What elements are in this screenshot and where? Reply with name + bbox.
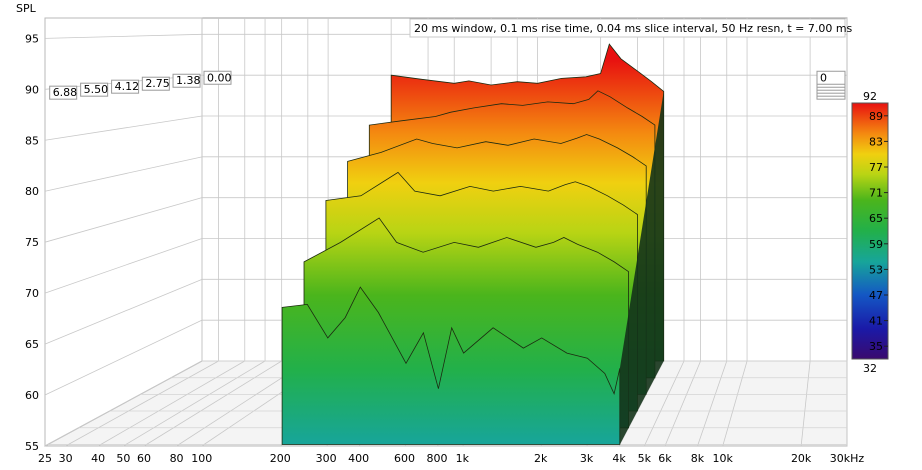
x-tick-label: 2k <box>534 452 548 465</box>
chart-title-box: 20 ms window, 0.1 ms rise time, 0.04 ms … <box>409 18 853 38</box>
surface-end-face <box>619 91 664 445</box>
y-tick-label: 90 <box>25 83 39 96</box>
waterfall-surface <box>281 43 665 445</box>
y-tick-label: 85 <box>25 134 39 147</box>
time-label-left-text: 6.88 <box>53 86 78 99</box>
x-tick-label: 20k <box>791 452 812 465</box>
time-label-left-text: 1.38 <box>176 74 201 87</box>
y-tick-label: 55 <box>25 440 39 453</box>
y-tick-label: 60 <box>25 389 39 402</box>
gridline-y <box>44 33 203 39</box>
y-tick-label: 75 <box>25 236 39 249</box>
gridline-y <box>44 278 203 345</box>
colorbar-tick-label: 59 <box>869 238 883 251</box>
chart-title: 20 ms window, 0.1 ms rise time, 0.04 ms … <box>414 22 853 35</box>
colorbar-top-label: 92 <box>863 90 877 103</box>
time-label-right-text: 0 <box>820 71 827 84</box>
time-label-right: 0 <box>816 70 846 85</box>
x-tick-label: 40 <box>91 452 105 465</box>
x-tick-label: 25 <box>38 452 52 465</box>
x-tick-label: 6k <box>658 452 672 465</box>
gridline-x-floor <box>143 360 282 447</box>
gridline-y <box>44 238 203 294</box>
gridline-x-floor <box>722 360 748 447</box>
time-axis-labels: 6.885.504.122.751.380.006.885.504.122.75… <box>49 70 846 100</box>
gridline-x-floor <box>643 360 685 447</box>
x-tick-label: 30 <box>59 452 73 465</box>
colorbar-tick-label: 47 <box>869 289 883 302</box>
gridline-x-floor <box>664 360 701 447</box>
x-tick-label: 400 <box>348 452 369 465</box>
time-label-left: 0.00 <box>203 70 232 85</box>
x-tick-label: 200 <box>270 452 291 465</box>
gridline-y <box>44 156 203 192</box>
gridline-x-floor <box>97 360 245 447</box>
time-label-left: 1.38 <box>172 73 201 88</box>
time-label-left: 5.50 <box>80 82 109 97</box>
colorbar-tick-label: 41 <box>869 315 883 328</box>
y-tick-labels: 55 60 65 70 75 80 85 90 95 <box>25 32 39 453</box>
waterfall-slice <box>281 286 621 445</box>
gridline-x-floor <box>44 360 203 447</box>
x-tick-label: 60 <box>137 452 151 465</box>
y-tick-label: 80 <box>25 185 39 198</box>
y-axis-label: SPL <box>16 2 37 15</box>
x-tick-label: 800 <box>427 452 448 465</box>
gridline-y <box>44 319 203 396</box>
x-tick-labels: 25 30 40 50 60 80 100 200 300 400 600 800 1k 2k 3k 4k 5k… <box>38 452 864 465</box>
x-tick-label: 3k <box>580 452 594 465</box>
colorbar-tick-label: 83 <box>869 135 883 148</box>
gridline-y <box>44 115 203 141</box>
gridline-y <box>44 197 203 243</box>
x-tick-label: 80 <box>170 452 184 465</box>
x-tick-label: 50 <box>116 452 130 465</box>
gridline-x-floor <box>65 360 219 447</box>
colorbar-bottom-label: 32 <box>863 362 877 375</box>
time-label-left: 6.88 <box>49 85 78 100</box>
colorbar-tick-label: 77 <box>869 161 883 174</box>
time-label-left-text: 0.00 <box>207 71 232 84</box>
colorbar-scale <box>851 102 889 360</box>
x-tick-label: 10k <box>713 452 734 465</box>
time-label-left: 2.75 <box>141 76 170 91</box>
gridline-x-floor <box>800 360 811 447</box>
colorbar-tick-label: 53 <box>869 263 883 276</box>
x-tick-label: 600 <box>394 452 415 465</box>
gridline-x-floor <box>123 360 266 447</box>
time-label-left-text: 5.50 <box>84 83 109 96</box>
time-label-left-text: 2.75 <box>145 77 170 90</box>
x-tick-label: 5k <box>638 452 652 465</box>
y-tick-label: 95 <box>25 32 39 45</box>
colorbar-tick-label: 89 <box>869 110 883 123</box>
x-tick-label: 30kHz <box>830 452 865 465</box>
y-tick-label: 65 <box>25 338 39 351</box>
colorbar-tick-label: 35 <box>869 340 883 353</box>
time-label-left-text: 4.12 <box>115 80 140 93</box>
x-tick-label: 8k <box>691 452 705 465</box>
y-tick-label: 70 <box>25 287 39 300</box>
x-tick-label: 100 <box>191 452 212 465</box>
colorbar-tick-label: 65 <box>869 212 883 225</box>
x-tick-label: 300 <box>316 452 337 465</box>
colorbar-tick-label: 71 <box>869 187 883 200</box>
time-label-left: 4.12 <box>111 79 140 94</box>
colorbar: 92 32 89 83 77 71 65 59 53 47 41 35 <box>851 90 889 375</box>
x-tick-label: 1k <box>456 452 470 465</box>
x-tick-label: 4k <box>612 452 626 465</box>
gridline-x-floor <box>697 360 728 447</box>
